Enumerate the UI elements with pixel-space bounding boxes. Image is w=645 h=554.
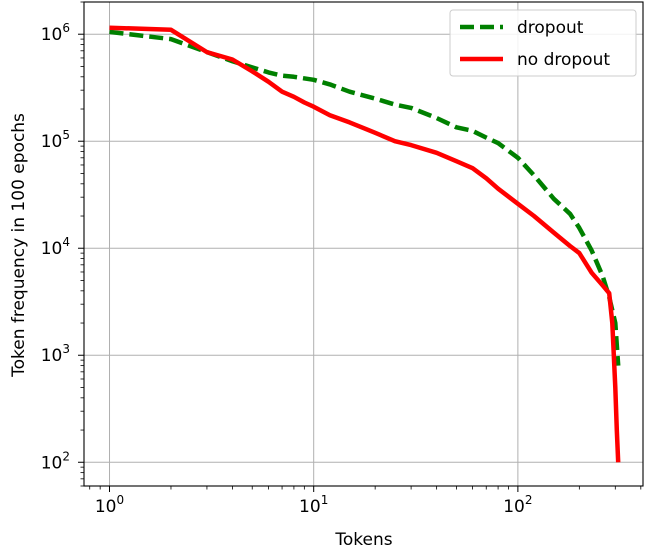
legend-label-dropout: dropout: [517, 18, 584, 38]
y-tick-exponent: 3: [62, 342, 70, 356]
x-tick-base: 10: [503, 497, 525, 517]
x-tick-base: 10: [95, 497, 117, 517]
y-tick-label: 102: [41, 449, 70, 473]
y-tick-label: 106: [41, 21, 70, 45]
legend-label-no-dropout: no dropout: [517, 50, 610, 70]
legend: dropout no dropout: [449, 9, 637, 77]
x-tick-label: 100: [95, 493, 124, 517]
y-tick-exponent: 6: [62, 21, 70, 35]
x-axis-title: Tokens: [334, 530, 392, 550]
y-tick-exponent: 4: [62, 235, 70, 249]
x-tick-label: 101: [299, 493, 328, 517]
y-tick-exponent: 5: [62, 128, 70, 142]
axis-ticks: [78, 1, 642, 492]
y-tick-base: 10: [41, 346, 63, 366]
y-tick-base: 10: [41, 453, 63, 473]
x-tick-label: 102: [503, 493, 532, 517]
plot-frame: [83, 1, 644, 487]
y-tick-exponent: 2: [62, 449, 70, 463]
series-line-dropout: [109, 29, 621, 366]
y-tick-label: 104: [41, 235, 70, 259]
x-tick-exponent: 1: [321, 493, 329, 507]
x-tick-exponent: 2: [525, 493, 533, 507]
series-lines: [109, 25, 621, 463]
y-axis-title: Token frequency in 100 epochs: [9, 113, 29, 378]
y-tick-label: 103: [41, 342, 70, 366]
x-tick-base: 10: [299, 497, 321, 517]
x-tick-exponent: 0: [117, 493, 125, 507]
series-line-no-dropout: [109, 25, 621, 463]
y-tick-base: 10: [41, 132, 63, 152]
y-tick-base: 10: [41, 25, 63, 45]
y-tick-base: 10: [41, 239, 63, 259]
y-tick-label: 105: [41, 128, 70, 152]
